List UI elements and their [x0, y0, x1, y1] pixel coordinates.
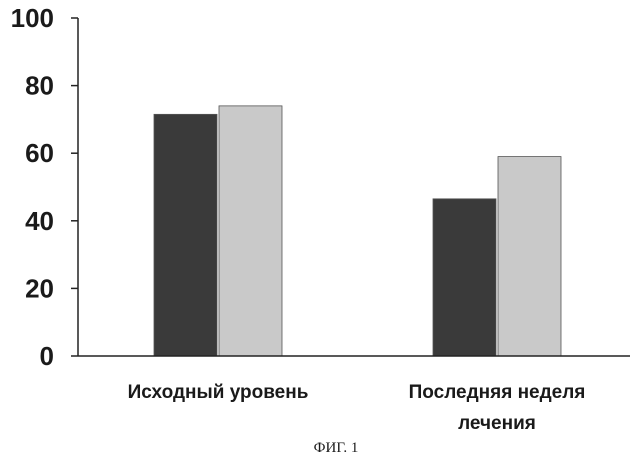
x-category-label-line: лечения: [458, 413, 536, 434]
bar-series-2-category-2: [497, 156, 562, 357]
y-tick-label: 80: [25, 71, 54, 101]
x-category-label: Исходный уровень: [128, 382, 309, 403]
bar-series-1-category-1: [153, 113, 218, 357]
x-axis-labels: Исходный уровень Последняя неделя лечения: [128, 382, 586, 434]
x-category-label-line: Последняя неделя: [409, 382, 586, 403]
y-axis-ticks: 0 20 40 60 80 100: [11, 3, 78, 371]
y-tick-label: 100: [11, 3, 54, 33]
y-tick-label: 20: [25, 273, 54, 303]
x-category-label: Последняя неделя лечения: [409, 382, 586, 434]
bar-series-2-category-1: [218, 105, 283, 357]
bars: [153, 105, 562, 357]
y-tick-label: 0: [40, 341, 54, 371]
figure-caption: ФИГ. 1: [314, 440, 359, 456]
bar-series-1-category-2: [432, 198, 497, 357]
y-tick-label: 40: [25, 206, 54, 236]
x-category-label-line: Исходный уровень: [128, 382, 309, 403]
y-tick-label: 60: [25, 138, 54, 168]
